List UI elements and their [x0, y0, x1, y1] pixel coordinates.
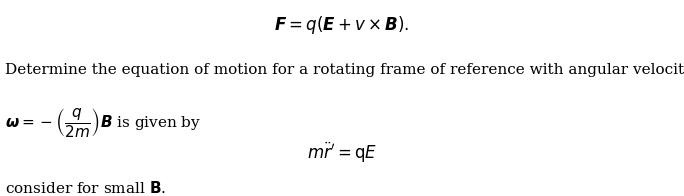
Text: $\boldsymbol{\omega} = -\left(\dfrac{q}{2m}\right)\boldsymbol{B}$ is given by: $\boldsymbol{\omega} = -\left(\dfrac{q}{… [5, 106, 202, 139]
Text: $m\ddot{r}^{\prime}={\rm q}E$: $m\ddot{r}^{\prime}={\rm q}E$ [307, 141, 377, 165]
Text: consider for small $\mathbf{B}.$: consider for small $\mathbf{B}.$ [5, 180, 166, 196]
Text: $\boldsymbol{F} = q(\boldsymbol{E} + v \times \boldsymbol{B}).$: $\boldsymbol{F} = q(\boldsymbol{E} + v \… [274, 14, 410, 36]
Text: Determine the equation of motion for a rotating frame of reference with angular : Determine the equation of motion for a r… [5, 63, 684, 77]
